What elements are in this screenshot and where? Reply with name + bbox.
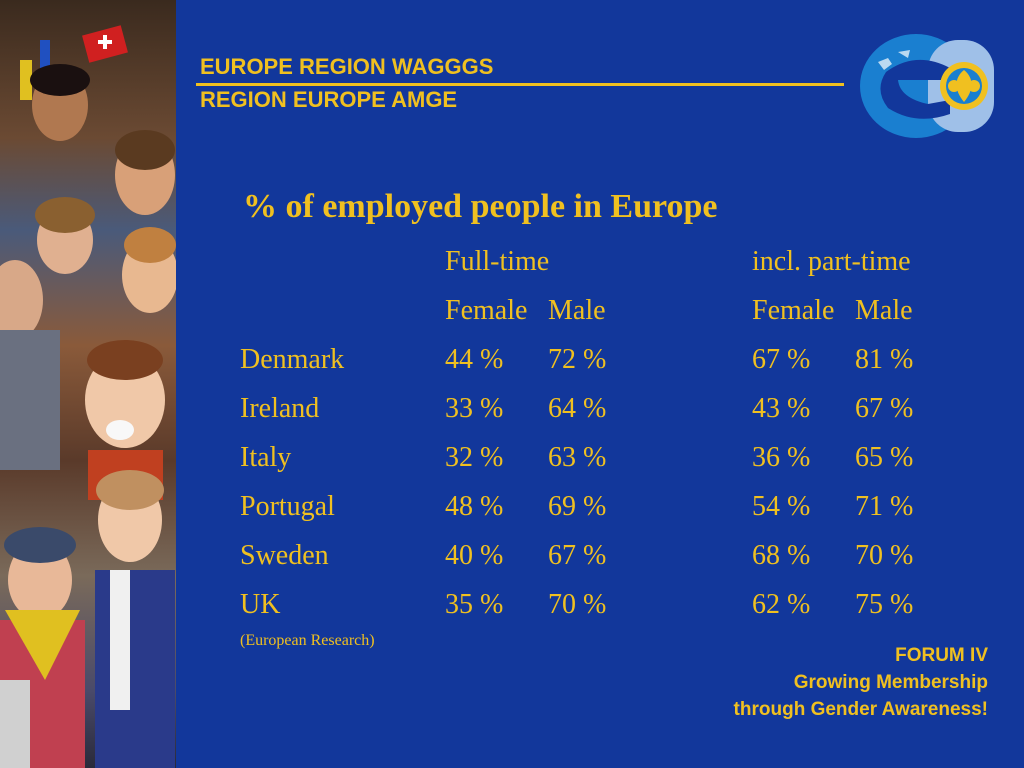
row-ft-male: 67 % xyxy=(548,540,607,571)
row-pt-male: 67 % xyxy=(855,393,914,424)
row-pt-male: 70 % xyxy=(855,540,914,571)
row-ft-male: 64 % xyxy=(548,393,607,424)
header-fulltime: Full-time xyxy=(445,246,550,277)
row-ft-female: 35 % xyxy=(445,589,504,620)
row-ft-female: 48 % xyxy=(445,491,504,522)
row-pt-female: 67 % xyxy=(752,344,811,375)
footer: FORUM IV Growing Membership through Gend… xyxy=(734,642,988,723)
row-country: Sweden xyxy=(240,540,329,571)
row-ft-female: 44 % xyxy=(445,344,504,375)
header: EUROPE REGION WAGGGS REGION EUROPE AMGE xyxy=(200,50,493,116)
row-ft-female: 33 % xyxy=(445,393,504,424)
row-ft-female: 32 % xyxy=(445,442,504,473)
row-country: Ireland xyxy=(240,393,320,424)
row-pt-male: 81 % xyxy=(855,344,914,375)
slide-title: % of employed people in Europe xyxy=(243,188,718,225)
row-ft-male: 63 % xyxy=(548,442,607,473)
row-country: Portugal xyxy=(240,491,335,522)
row-country: Italy xyxy=(240,442,292,473)
row-pt-male: 65 % xyxy=(855,442,914,473)
row-ft-male: 70 % xyxy=(548,589,607,620)
header-rule xyxy=(196,83,844,86)
row-ft-male: 69 % xyxy=(548,491,607,522)
footer-line-2: Growing Membership xyxy=(793,672,988,693)
row-country: Denmark xyxy=(240,344,345,375)
header-line-1: EUROPE REGION WAGGGS xyxy=(200,54,494,79)
row-ft-female: 40 % xyxy=(445,540,504,571)
footer-line-1: FORUM IV xyxy=(895,645,988,666)
row-country: UK xyxy=(240,589,281,620)
header-parttime: incl. part-time xyxy=(752,246,911,277)
subheader-pt-male: Male xyxy=(855,295,913,326)
slide-background xyxy=(176,0,1024,768)
subheader-ft-male: Male xyxy=(548,295,606,326)
row-ft-male: 72 % xyxy=(548,344,607,375)
collage-faces xyxy=(0,25,176,768)
subheader-ft-female: Female xyxy=(445,295,528,326)
subheader-pt-female: Female xyxy=(752,295,835,326)
wagggs-europe-logo-icon xyxy=(858,32,998,140)
row-pt-female: 54 % xyxy=(752,491,811,522)
row-pt-female: 62 % xyxy=(752,589,811,620)
row-pt-female: 36 % xyxy=(752,442,811,473)
scouts-collage-photo xyxy=(0,0,176,768)
header-line-2: REGION EUROPE AMGE xyxy=(200,87,458,112)
row-pt-male: 71 % xyxy=(855,491,914,522)
source-note: (European Research) xyxy=(240,632,375,649)
footer-line-3: through Gender Awareness! xyxy=(733,699,988,720)
row-pt-female: 43 % xyxy=(752,393,811,424)
row-pt-female: 68 % xyxy=(752,540,811,571)
row-pt-male: 75 % xyxy=(855,589,914,620)
